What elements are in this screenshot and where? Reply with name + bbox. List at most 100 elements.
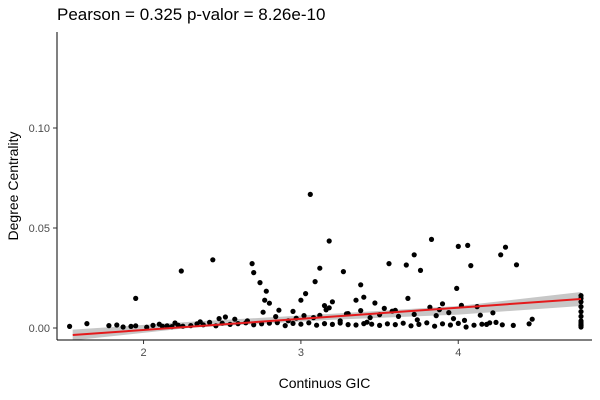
data-point	[67, 323, 73, 329]
data-point	[358, 308, 364, 314]
data-point	[479, 321, 485, 327]
y-tick-label: 0.10	[29, 123, 50, 135]
data-point	[463, 324, 469, 330]
data-point	[502, 244, 509, 250]
data-point	[216, 316, 222, 322]
data-point	[367, 315, 373, 321]
data-point	[372, 300, 378, 306]
data-point	[433, 313, 439, 319]
data-point	[251, 322, 257, 328]
data-point	[326, 238, 332, 244]
regression-line	[72, 298, 582, 336]
data-point	[498, 252, 504, 258]
data-point	[432, 323, 438, 329]
data-point	[578, 304, 584, 310]
regression-line-path	[72, 298, 582, 336]
data-point	[424, 320, 430, 326]
data-point	[493, 319, 499, 325]
data-point	[144, 324, 150, 330]
data-point	[156, 321, 162, 327]
x-tick-label: 3	[298, 347, 304, 359]
data-point	[428, 236, 435, 242]
data-point	[455, 243, 461, 249]
data-point	[369, 321, 375, 327]
x-tick-label: 2	[140, 347, 146, 359]
data-point	[307, 191, 313, 197]
data-point	[439, 321, 446, 327]
data-point	[447, 322, 453, 328]
data-point	[207, 319, 213, 325]
data-point	[361, 294, 367, 300]
y-axis-title: Degree Centrality	[5, 132, 21, 241]
data-point	[276, 307, 282, 313]
data-point	[317, 265, 323, 271]
data-point	[439, 301, 446, 307]
data-point	[400, 320, 406, 326]
data-point	[578, 313, 584, 319]
data-point	[263, 288, 269, 294]
data-point	[340, 269, 346, 275]
data-point	[306, 320, 312, 326]
data-point	[133, 295, 139, 301]
data-point	[484, 321, 490, 327]
data-point	[468, 263, 474, 269]
data-point	[513, 262, 520, 268]
data-point	[251, 270, 257, 276]
data-point	[384, 321, 390, 327]
data-point	[578, 324, 584, 330]
data-point	[381, 305, 387, 311]
data-point	[303, 291, 309, 297]
data-point	[282, 323, 288, 329]
data-point	[106, 323, 112, 329]
data-point	[465, 242, 471, 248]
data-point	[345, 322, 351, 328]
data-point	[405, 295, 411, 301]
data-point	[301, 313, 307, 319]
data-point	[321, 321, 328, 327]
data-point	[337, 318, 343, 324]
data-point	[427, 304, 433, 310]
data-point	[312, 279, 318, 285]
chart-title: Pearson = 0.325 p-valor = 8.26e-10	[57, 5, 325, 24]
data-point	[290, 320, 296, 326]
axes	[56, 32, 592, 341]
y-tick-label: 0.00	[29, 323, 50, 335]
data-point	[386, 261, 392, 267]
data-point	[446, 310, 452, 316]
data-point	[529, 316, 535, 322]
data-point	[408, 323, 414, 329]
data-point	[358, 282, 364, 288]
data-point	[395, 313, 402, 319]
x-tick-label: 4	[455, 347, 461, 359]
data-point	[133, 323, 139, 329]
data-point	[450, 316, 457, 322]
data-point	[411, 311, 417, 317]
data-point	[120, 324, 126, 330]
data-point	[411, 252, 417, 258]
data-point	[377, 322, 383, 328]
data-point	[314, 322, 320, 328]
data-point	[578, 309, 584, 315]
data-point	[477, 312, 483, 318]
data-point	[353, 322, 359, 328]
data-point	[510, 322, 516, 328]
data-point	[526, 321, 532, 327]
data-point	[114, 322, 120, 328]
data-point	[210, 257, 216, 263]
data-point	[578, 318, 584, 324]
data-point	[84, 321, 90, 327]
data-point	[273, 314, 279, 320]
data-point	[197, 319, 203, 325]
data-point	[249, 261, 255, 267]
data-point	[414, 317, 420, 323]
data-point	[290, 308, 296, 314]
tick-marks: 2 3 4 0.00 0.05 0.10	[29, 123, 462, 359]
data-point	[222, 314, 228, 320]
data-point	[329, 321, 335, 327]
data-point	[266, 300, 272, 306]
data-point	[298, 321, 304, 327]
data-point	[321, 303, 328, 309]
data-point	[578, 293, 584, 299]
data-point	[257, 280, 263, 286]
